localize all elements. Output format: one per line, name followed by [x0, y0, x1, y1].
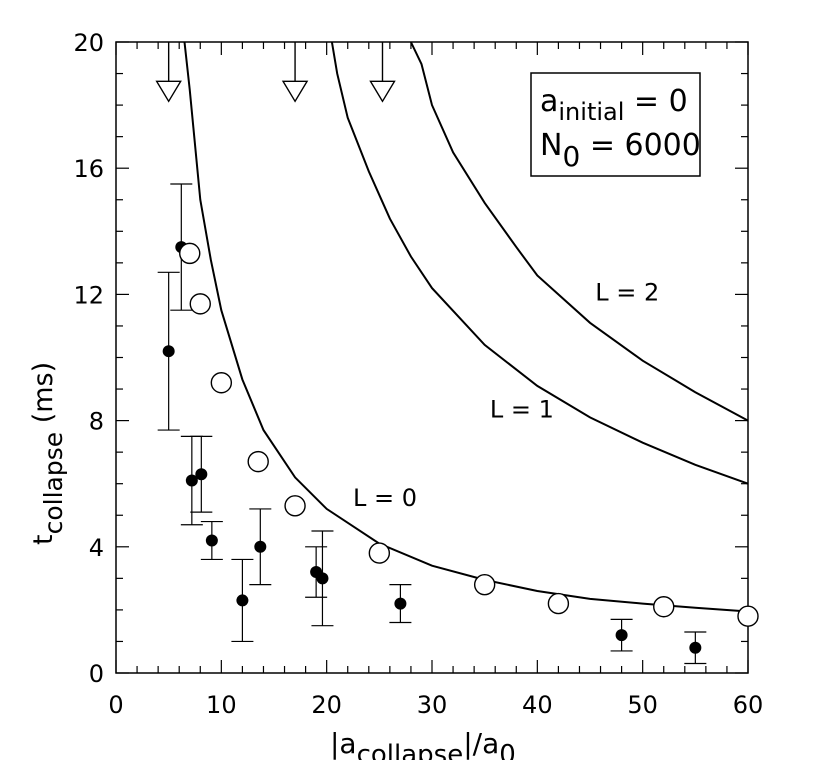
y-tick-label: 20 [73, 29, 104, 57]
filled-point [205, 534, 218, 547]
open-point [247, 450, 269, 473]
curve-l-1 [330, 41, 749, 485]
y-tick-label: 0 [89, 660, 104, 688]
filled-point [236, 594, 249, 607]
open-point [368, 542, 391, 564]
y-tick-label: 8 [89, 408, 104, 436]
x-tick-label: 50 [627, 691, 658, 719]
x-tick-label: 10 [206, 691, 237, 719]
x-axis-label: |acollapse|/a0 [330, 727, 516, 760]
x-tick-label: 20 [311, 691, 342, 719]
filled-point [615, 629, 628, 642]
y-tick-label: 12 [73, 281, 104, 309]
threshold-marker-triangle [155, 80, 182, 103]
filled-point [195, 468, 208, 481]
legend-box-frame [530, 72, 701, 177]
threshold-marker [369, 42, 396, 103]
y-tick-label: 4 [89, 534, 104, 562]
curve-label: L = 0 [353, 484, 417, 512]
open-point [547, 592, 570, 615]
filled-point [689, 641, 702, 654]
threshold-marker-triangle [281, 80, 309, 103]
tick-labels: 0 10 20 30 40 50 60 0 4 8 12 16 20 [73, 29, 763, 719]
filled-point [162, 345, 175, 358]
open-point [189, 293, 211, 315]
open-point [284, 495, 306, 517]
legend-box: ainitial = 0 N0 = 6000 [530, 72, 701, 177]
curve-label: L = 1 [490, 395, 554, 423]
open-point [737, 605, 759, 627]
curve-label: L = 2 [595, 279, 659, 307]
y-tick-label: 16 [73, 155, 104, 183]
error-bars [157, 183, 707, 665]
legend-line-1: ainitial = 0 [540, 84, 688, 126]
theory-curves [183, 41, 749, 613]
curve-l-2 [409, 41, 749, 422]
x-tick-label: 40 [522, 691, 553, 719]
open-point [653, 596, 675, 618]
filled-point [254, 540, 267, 553]
x-tick-label: 60 [733, 691, 764, 719]
axis-ticks [115, 41, 749, 674]
open-point [473, 573, 496, 596]
filled-point [185, 474, 198, 487]
filled-point [394, 597, 407, 610]
curve-labels: L = 0 L = 1 L = 2 [353, 279, 659, 512]
x-tick-label: 30 [417, 691, 448, 719]
open-point [210, 372, 233, 394]
open-point [179, 242, 201, 265]
threshold-markers [155, 42, 396, 103]
threshold-marker-triangle [369, 80, 396, 103]
threshold-marker [281, 42, 309, 103]
y-axis-label: tcollapse (ms) [28, 362, 68, 545]
x-tick-label: 0 [108, 691, 123, 719]
threshold-marker [155, 42, 182, 103]
curve-l-0 [183, 41, 749, 613]
legend-line-2: N0 = 6000 [540, 128, 701, 173]
filled-point [316, 572, 329, 585]
data-points [162, 241, 759, 654]
